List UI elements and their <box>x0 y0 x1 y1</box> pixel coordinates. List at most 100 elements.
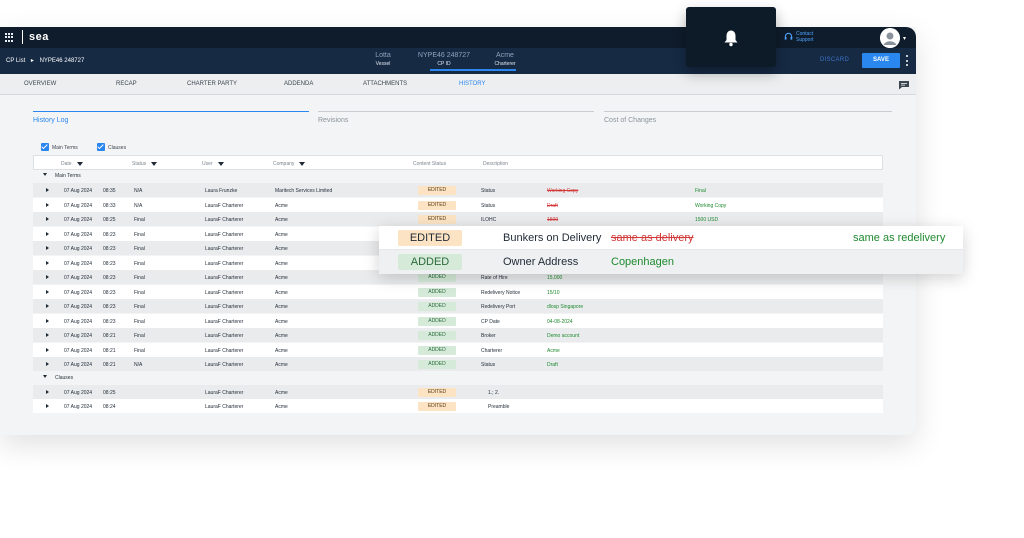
expand-icon[interactable] <box>46 333 49 337</box>
tab-addenda[interactable]: ADDENDA <box>284 81 314 87</box>
column-status[interactable]: Status <box>132 161 158 167</box>
expand-icon[interactable] <box>46 275 49 279</box>
column-company[interactable]: Company <box>273 161 306 167</box>
table-row[interactable]: 07 Aug 2024 08:25 Final LauraF Charterer Acm… <box>33 212 883 226</box>
history-log-indicator <box>33 111 309 112</box>
table-row[interactable]: 07 Aug 2024 08:23 Final LauraF Charterer Acm… <box>33 313 883 328</box>
tab-history[interactable]: HISTORY <box>459 81 486 87</box>
panel-tab-cost-of-changes[interactable]: Cost of Changes <box>604 117 657 124</box>
chat-icon[interactable] <box>898 80 910 90</box>
row-status: Final <box>134 217 145 223</box>
expand-icon[interactable] <box>46 246 49 250</box>
filter-icon[interactable] <box>76 161 83 166</box>
active-tab-indicator <box>430 69 516 71</box>
row-date: 07 Aug 2024 <box>64 318 93 325</box>
row-date: 07 Aug 2024 <box>64 202 93 209</box>
contact-support-link[interactable]: Contact Support <box>796 31 826 43</box>
chevron-down-icon[interactable] <box>43 374 47 378</box>
column-user[interactable]: User <box>202 161 224 167</box>
filter-icon[interactable] <box>299 161 306 166</box>
content-status-badge: EDITED <box>418 186 456 195</box>
clauses-label: Clauses <box>108 145 127 151</box>
expand-icon[interactable] <box>46 289 49 294</box>
breadcrumb-cp-list[interactable]: CP List <box>6 58 26 64</box>
old-value: Draft <box>547 202 558 209</box>
cost-of-changes-indicator <box>604 111 892 112</box>
content-status-badge: ADDED <box>418 360 456 369</box>
table-row[interactable]: 07 Aug 2024 08:35 N/A Laura Frunzke Maritech… <box>33 183 883 197</box>
content-status-badge: EDITED <box>418 402 456 411</box>
row-date: 07 Aug 2024 <box>64 362 93 368</box>
table-row[interactable]: 07 Aug 2024 08:25 LauraF Charterer Acme EDIT… <box>33 384 883 399</box>
table-row[interactable]: 07 Aug 2024 08:21 N/A LauraF Charterer Acme A… <box>33 357 883 371</box>
tab-overview[interactable]: OVERVIEW <box>24 81 57 87</box>
app-logo[interactable]: sea <box>29 31 49 43</box>
callout-row[interactable]: EDITED Bunkers on Delivery same as deliv… <box>379 226 963 250</box>
expand-icon[interactable] <box>46 217 49 221</box>
table-row[interactable]: 07 Aug 2024 08:23 Final LauraF Charterer Acm… <box>33 284 883 299</box>
tab-attachments[interactable]: ATTACHMENTS <box>363 81 408 87</box>
chevron-down-icon[interactable]: ▾ <box>903 36 907 42</box>
row-date: 07 Aug 2024 <box>64 188 93 194</box>
row-company: Acme <box>275 404 288 410</box>
row-status: Final <box>134 260 145 267</box>
description-text: Bunkers on Delivery <box>503 232 602 244</box>
expand-icon[interactable] <box>46 362 49 366</box>
filter-icon[interactable] <box>217 161 224 166</box>
new-value: Demo account <box>547 333 580 339</box>
row-company: Acme <box>275 333 288 339</box>
filter-icon[interactable] <box>151 161 158 166</box>
more-options-icon[interactable] <box>906 55 908 66</box>
headset-icon[interactable] <box>784 32 793 41</box>
tab-charter-party[interactable]: CHARTER PARTY <box>187 81 238 87</box>
table-row[interactable]: 07 Aug 2024 08:33 N/A LauraF Charterer Acme E… <box>33 197 883 212</box>
description-text: Owner Address <box>503 256 579 268</box>
row-description: ILOHC <box>481 217 497 223</box>
table-row[interactable]: 07 Aug 2024 08:23 Final LauraF Charterer Acm… <box>33 299 883 313</box>
row-date: 07 Aug 2024 <box>64 289 93 296</box>
main-terms-checkbox[interactable] <box>41 143 49 151</box>
table-row[interactable]: 07 Aug 2024 08:24 LauraF Charterer Acme EDIT… <box>33 399 883 413</box>
row-user: LauraF Charterer <box>205 318 244 325</box>
row-company: Acme <box>275 231 288 238</box>
row-description: Status <box>481 362 496 368</box>
clauses-checkbox[interactable] <box>97 143 105 151</box>
expand-icon[interactable] <box>46 404 49 408</box>
expand-icon[interactable] <box>46 231 49 236</box>
row-time: 08:21 <box>103 362 116 368</box>
expand-icon[interactable] <box>46 260 49 265</box>
table-row[interactable]: 07 Aug 2024 08:21 Final LauraF Charterer Acm… <box>33 328 883 342</box>
column-date[interactable]: Date <box>61 161 83 167</box>
content-status-badge: ADDED <box>418 331 456 340</box>
discard-button[interactable]: DISCARD <box>820 57 850 63</box>
row-company: Acme <box>275 246 288 252</box>
expand-icon[interactable] <box>46 347 49 352</box>
expand-icon[interactable] <box>46 202 49 207</box>
row-date: 07 Aug 2024 <box>64 404 93 410</box>
apps-grid-icon[interactable] <box>5 33 14 42</box>
group-label: Clauses <box>55 374 74 381</box>
row-date: 07 Aug 2024 <box>64 275 93 281</box>
expand-icon[interactable] <box>46 188 49 192</box>
column-user-label: User <box>202 161 213 167</box>
table-row[interactable]: 07 Aug 2024 08:21 Final LauraF Charterer Acm… <box>33 342 883 357</box>
row-company: Acme <box>275 318 288 325</box>
chevron-down-icon[interactable] <box>43 173 47 176</box>
revisions-indicator <box>318 111 594 112</box>
cpid-label: CP ID <box>437 61 451 67</box>
save-button[interactable]: SAVE <box>862 53 900 68</box>
panel-tab-history-log[interactable]: History Log <box>33 117 69 124</box>
bell-icon[interactable] <box>723 29 739 47</box>
callout-row[interactable]: ADDED Owner Address Copenhagen <box>379 250 963 274</box>
expand-icon[interactable] <box>46 389 49 394</box>
group-header-main-terms[interactable]: Main Terms <box>33 170 883 182</box>
user-avatar-icon[interactable] <box>880 28 900 48</box>
content-status-badge: ADDED <box>418 302 456 311</box>
panel-tab-revisions[interactable]: Revisions <box>318 117 349 124</box>
expand-icon[interactable] <box>46 318 49 323</box>
expand-icon[interactable] <box>46 304 49 308</box>
tab-recap[interactable]: RECAP <box>116 81 137 87</box>
group-header-clauses[interactable]: Clauses <box>33 372 883 384</box>
notification-popup[interactable] <box>686 7 776 67</box>
new-value: Final <box>695 188 706 194</box>
